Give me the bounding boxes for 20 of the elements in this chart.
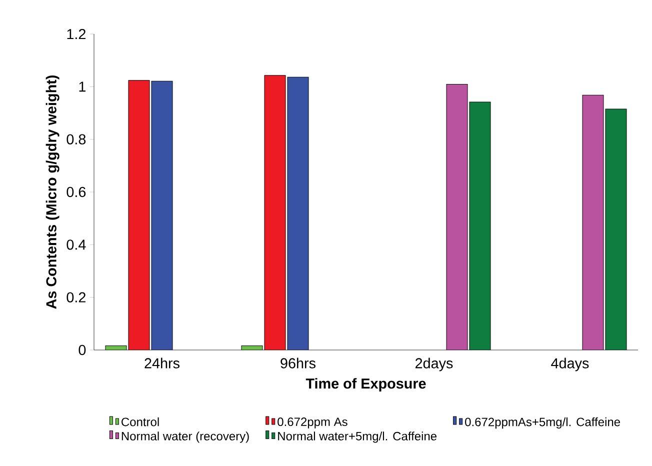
y-tick-label: 1.2 xyxy=(67,28,86,40)
x-tick-label: 96hrs xyxy=(280,358,316,368)
y-tick-label: 0 xyxy=(78,344,86,356)
legend-label: Normal water+5mg/l. Caffeine xyxy=(278,432,437,443)
y-tick-label: 0.6 xyxy=(66,186,86,198)
y-tick-label: 1 xyxy=(79,82,86,92)
legend-label: Control xyxy=(122,417,159,426)
bar xyxy=(128,80,150,350)
y-axis-title: As Contents (Micro g/gdry weight) xyxy=(46,76,60,309)
x-tick-label: 24hrs xyxy=(144,358,180,368)
legend-label: Normal water (recovery) xyxy=(122,432,249,443)
x-tick-label: 4days xyxy=(551,358,589,372)
x-tick-label: 2days xyxy=(416,358,453,372)
y-tick-label: 0.4 xyxy=(66,240,86,250)
y-tick-label: 0.8 xyxy=(66,134,86,144)
y-tick-label: 0.2 xyxy=(66,292,86,302)
legend-label: 0.672ppm As xyxy=(278,418,348,428)
legend-label: 0.672ppmAs+5mg/l. Caffeine xyxy=(465,417,620,429)
x-axis-title: Time of Exposure xyxy=(306,378,426,392)
bar xyxy=(264,75,286,350)
